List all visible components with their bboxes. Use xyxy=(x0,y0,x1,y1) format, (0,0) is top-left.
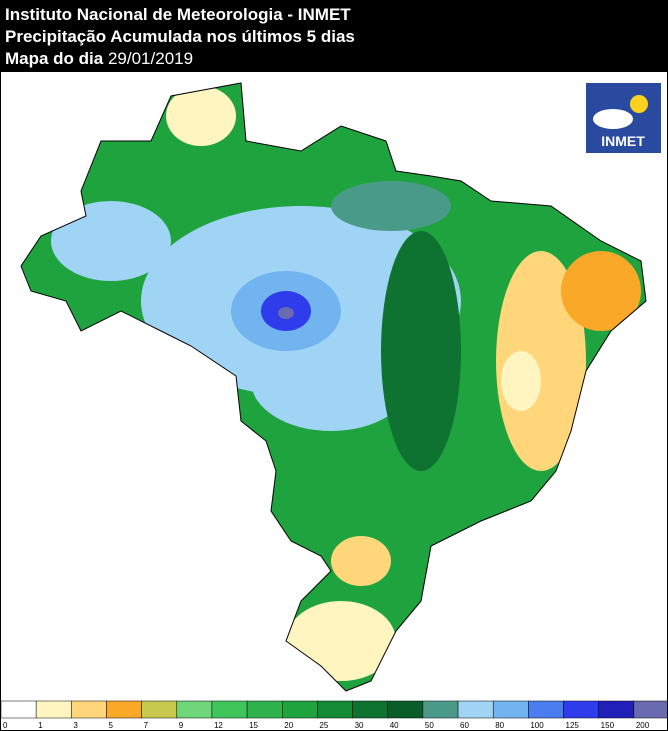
legend-label: 125 xyxy=(566,721,580,730)
legend-swatch xyxy=(106,700,142,719)
legend-label: 20 xyxy=(284,721,293,730)
legend-swatch xyxy=(387,700,424,719)
legend-label: 12 xyxy=(214,721,223,730)
legend-swatch xyxy=(35,700,72,719)
legend-label: 200 xyxy=(636,721,650,730)
legend: 0 1 3 5 7 9 12 15 20 25 30 40 50 60 80 100 125 150 200 xyxy=(1,700,667,730)
legend-label: 1 xyxy=(38,721,43,730)
legend-swatch xyxy=(352,700,388,719)
legend-swatch xyxy=(282,700,318,719)
legend-label: 9 xyxy=(179,721,184,730)
legend-label: 3 xyxy=(73,721,78,730)
legend-swatch xyxy=(528,700,564,719)
legend-label: 5 xyxy=(108,721,113,730)
legend-label: 80 xyxy=(495,721,504,730)
legend-swatch xyxy=(211,700,248,719)
subtitle: Precipitação Acumulada nos últimos 5 dia… xyxy=(5,27,355,46)
legend-label: 150 xyxy=(601,721,615,730)
legend-swatch xyxy=(492,700,529,719)
title: Instituto Nacional de Meteorologia - INM… xyxy=(5,5,351,24)
legend-label: 0 xyxy=(3,721,8,730)
legend-label: 40 xyxy=(390,721,399,730)
legend-swatch xyxy=(457,700,494,719)
legend-swatch xyxy=(176,700,213,719)
legend-label: 30 xyxy=(355,721,364,730)
legend-label: 100 xyxy=(530,721,544,730)
legend-swatch xyxy=(141,700,178,719)
legend-label: 7 xyxy=(144,721,149,730)
precipitation-field xyxy=(21,83,646,691)
legend-swatch xyxy=(563,700,599,719)
legend-swatch xyxy=(633,700,667,719)
logo-text: INMET xyxy=(601,133,645,149)
date-line: Mapa do dia 29/01/2019 xyxy=(5,48,667,70)
date: 29/01/2019 xyxy=(107,49,194,68)
header: Instituto Nacional de Meteorologia - INM… xyxy=(1,1,667,72)
legend-label: 15 xyxy=(249,721,258,730)
date-label: Mapa do dia xyxy=(5,49,104,68)
legend-swatch xyxy=(1,700,37,719)
legend-swatch xyxy=(422,700,459,719)
legend-label: 25 xyxy=(319,721,328,730)
legend-swatch xyxy=(317,700,353,719)
legend-label: 50 xyxy=(425,721,434,730)
legend-label: 60 xyxy=(460,721,469,730)
legend-swatch xyxy=(598,700,635,719)
legend-swatch xyxy=(71,700,107,719)
legend-swatch xyxy=(246,700,283,719)
